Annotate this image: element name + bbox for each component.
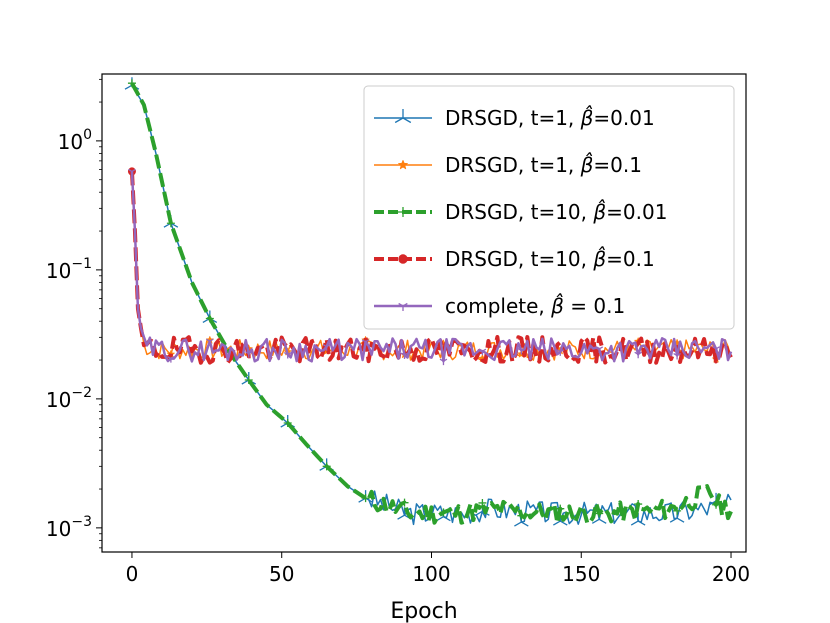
legend-label: complete, β̂ = 0.1 — [445, 293, 625, 318]
legend-label-suffix: =0.1 — [593, 153, 642, 177]
legend-label: DRSGD, t=1, β̂=0.01 — [445, 105, 655, 130]
series-5-marker — [595, 346, 604, 353]
y-tick-label: 10−2 — [46, 385, 92, 412]
series-3-marker — [322, 462, 331, 471]
series-3-marker — [595, 509, 604, 518]
legend-label: DRSGD, t=10, β̂=0.1 — [445, 246, 655, 271]
series-5-marker — [517, 347, 526, 355]
series-5 — [128, 168, 733, 366]
legend-swatch-marker — [398, 254, 408, 264]
legend-label-beta: β̂ — [580, 152, 594, 177]
y-tick-base: 10 — [46, 259, 71, 283]
legend-label-suffix: =0.01 — [593, 106, 654, 130]
legend-entry-2: DRSGD, t=1, β̂=0.1 — [374, 152, 642, 177]
y-tick-exp: −1 — [71, 256, 92, 272]
legend-label-beta: β̂ — [592, 246, 606, 271]
y-tick-exp: −3 — [71, 514, 92, 530]
y-tick-exp: 0 — [83, 127, 92, 143]
y-tick-label: 10−1 — [46, 256, 92, 283]
x-tick-label: 0 — [126, 562, 139, 586]
series-5-marker — [322, 344, 331, 351]
series-5-marker — [712, 346, 720, 353]
x-tick-label: 150 — [562, 562, 600, 586]
legend-label: DRSGD, t=1, β̂=0.1 — [445, 152, 642, 177]
series-5-marker — [400, 352, 409, 360]
legend-swatch-marker — [398, 207, 408, 217]
y-tick-label: 100 — [58, 127, 92, 154]
series-5-line — [130, 171, 733, 363]
legend-label-prefix: DRSGD, t=10, — [445, 247, 593, 271]
legend-label-suffix: = 0.1 — [564, 294, 625, 318]
series-3-marker — [283, 419, 292, 428]
series-5-marker — [673, 352, 681, 360]
legend-entry-1: DRSGD, t=1, β̂=0.01 — [374, 105, 655, 130]
series-3-marker — [244, 376, 253, 385]
y-tick-base: 10 — [46, 517, 71, 541]
y-tick-base: 10 — [46, 388, 71, 412]
series-3-marker — [556, 504, 565, 513]
y-tick-base: 10 — [58, 130, 83, 154]
legend-label-suffix: =0.01 — [606, 200, 667, 224]
series-3-marker — [361, 494, 370, 503]
legend-label-beta: β̂ — [550, 293, 564, 318]
plot-frame — [101, 73, 747, 553]
legend-swatch-marker — [394, 109, 412, 124]
legend-label-prefix: DRSGD, t=1, — [445, 106, 581, 130]
legend-entry-4: DRSGD, t=10, β̂=0.1 — [374, 246, 655, 271]
series-4-line — [129, 171, 733, 365]
legend-label: DRSGD, t=10, β̂=0.01 — [445, 199, 667, 224]
series-5-marker — [283, 351, 292, 359]
y-tick-exp: −2 — [71, 385, 92, 401]
x-axis-label: Epoch — [390, 599, 457, 623]
series-5-marker — [167, 356, 175, 363]
legend-entry-3: DRSGD, t=10, β̂=0.01 — [374, 199, 667, 224]
y-tick-label: 10−3 — [46, 514, 92, 541]
legend-label-beta: β̂ — [580, 105, 594, 130]
legend-swatch-marker — [397, 159, 409, 170]
series-3-marker — [712, 500, 721, 509]
series-5-marker — [556, 349, 565, 356]
series-layer — [124, 77, 733, 527]
series-3-marker — [673, 506, 682, 515]
series-3-marker — [166, 219, 175, 228]
series-5-marker — [478, 348, 487, 356]
legend-swatch-marker — [398, 302, 408, 311]
series-5-marker — [244, 351, 253, 358]
series-3-marker — [517, 511, 526, 520]
series-group — [124, 77, 733, 527]
series-5-marker — [128, 168, 136, 176]
series-3-marker — [478, 498, 487, 507]
series-5-marker — [206, 338, 214, 346]
series-3-marker — [127, 79, 136, 88]
series-5-marker — [634, 351, 642, 359]
series-3-marker — [400, 498, 409, 507]
legend-entry-5: complete, β̂ = 0.1 — [374, 293, 625, 318]
x-tick-label: 50 — [269, 562, 294, 586]
series-3-marker — [634, 500, 643, 509]
legend-label-prefix: DRSGD, t=1, — [445, 153, 581, 177]
x-tick-label: 200 — [712, 562, 750, 586]
x-tick-label: 100 — [412, 562, 450, 586]
legend-label-prefix: DRSGD, t=10, — [445, 200, 593, 224]
legend-label-suffix: =0.1 — [606, 247, 655, 271]
series-3-marker — [439, 508, 448, 517]
legend-box — [363, 85, 735, 330]
series-5-marker — [439, 358, 448, 366]
series-3-marker — [205, 314, 214, 323]
legend-label-prefix: complete, — [445, 294, 551, 318]
series-5-marker — [361, 339, 370, 346]
legend-label-beta: β̂ — [592, 199, 606, 224]
